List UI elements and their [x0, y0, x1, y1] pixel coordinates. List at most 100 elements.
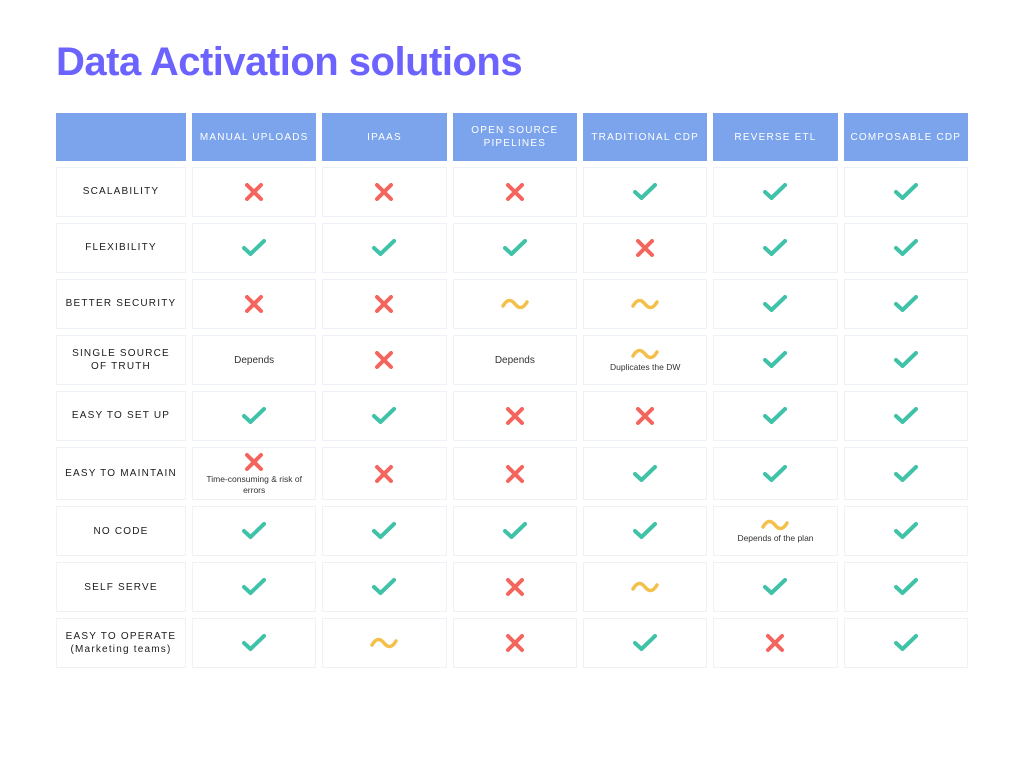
check-icon — [894, 239, 918, 257]
table-cell — [322, 618, 446, 668]
table-cell — [322, 506, 446, 556]
table-cell: Depends of the plan — [713, 506, 837, 556]
tilde-icon — [761, 519, 789, 531]
table-cell — [322, 391, 446, 441]
check-icon — [242, 239, 266, 257]
table-cell — [583, 391, 707, 441]
check-icon — [894, 295, 918, 313]
check-icon — [242, 634, 266, 652]
table-cell — [453, 223, 577, 273]
table-cell — [583, 223, 707, 273]
table-cell — [713, 562, 837, 612]
row-label: NO CODE — [56, 506, 186, 556]
check-icon — [894, 407, 918, 425]
table-cell — [713, 618, 837, 668]
row-label: EASY TO SET UP — [56, 391, 186, 441]
table-cell — [453, 562, 577, 612]
cross-icon — [374, 182, 394, 202]
table-cell — [844, 447, 968, 500]
table-cell — [322, 562, 446, 612]
check-icon — [633, 465, 657, 483]
table-cell — [713, 447, 837, 500]
table-cell — [453, 447, 577, 500]
table-cell — [844, 618, 968, 668]
table-cell — [583, 167, 707, 217]
table-cell — [844, 223, 968, 273]
check-icon — [894, 183, 918, 201]
check-icon — [894, 351, 918, 369]
row-label: EASY TO OPERATE (Marketing teams) — [56, 618, 186, 668]
check-icon — [372, 239, 396, 257]
cell-text: Depends — [234, 355, 274, 366]
cross-icon — [244, 452, 264, 472]
table-cell — [583, 506, 707, 556]
table-cell — [322, 223, 446, 273]
table-cell: Duplicates the DW — [583, 335, 707, 385]
table-cell — [844, 279, 968, 329]
table-cell — [322, 335, 446, 385]
cross-icon — [765, 633, 785, 653]
cell-note: Duplicates the DW — [610, 362, 680, 373]
check-icon — [894, 522, 918, 540]
check-icon — [372, 407, 396, 425]
table-cell — [844, 335, 968, 385]
check-icon — [763, 295, 787, 313]
cross-icon — [505, 633, 525, 653]
cell-text: Depends — [495, 355, 535, 366]
table-cell — [844, 167, 968, 217]
cross-icon — [505, 182, 525, 202]
tilde-icon — [370, 637, 398, 649]
check-icon — [763, 465, 787, 483]
row-label: SCALABILITY — [56, 167, 186, 217]
check-icon — [763, 183, 787, 201]
table-cell — [844, 562, 968, 612]
check-icon — [503, 522, 527, 540]
check-icon — [633, 183, 657, 201]
table-cell — [322, 447, 446, 500]
table-cell — [453, 391, 577, 441]
check-icon — [894, 465, 918, 483]
page-title: Data Activation solutions — [56, 40, 968, 85]
table-cell — [583, 562, 707, 612]
table-cell — [583, 447, 707, 500]
table-cell — [713, 279, 837, 329]
check-icon — [633, 634, 657, 652]
table-cell: Depends — [192, 335, 316, 385]
table-cell — [713, 335, 837, 385]
check-icon — [242, 407, 266, 425]
cross-icon — [374, 294, 394, 314]
cross-icon — [635, 238, 655, 258]
cross-icon — [244, 182, 264, 202]
table-cell — [713, 167, 837, 217]
check-icon — [763, 578, 787, 596]
check-icon — [633, 522, 657, 540]
table-cell — [844, 506, 968, 556]
check-icon — [894, 578, 918, 596]
table-cell — [713, 223, 837, 273]
table-cell: Time-consuming & risk of errors — [192, 447, 316, 500]
header-blank — [56, 113, 186, 161]
table-cell — [453, 167, 577, 217]
check-icon — [503, 239, 527, 257]
check-icon — [372, 578, 396, 596]
table-cell — [192, 562, 316, 612]
row-label: FLEXIBILITY — [56, 223, 186, 273]
cross-icon — [244, 294, 264, 314]
row-label: SINGLE SOURCE OF TRUTH — [56, 335, 186, 385]
cross-icon — [505, 406, 525, 426]
table-cell — [322, 279, 446, 329]
table-cell — [453, 618, 577, 668]
table-cell — [322, 167, 446, 217]
column-header: TRADITIONAL CDP — [583, 113, 707, 161]
cross-icon — [635, 406, 655, 426]
table-cell — [192, 279, 316, 329]
check-icon — [763, 239, 787, 257]
tilde-icon — [501, 298, 529, 310]
comparison-table: MANUAL UPLOADSIPAASOPEN SOURCE PIPELINES… — [56, 113, 968, 668]
table-cell — [192, 223, 316, 273]
table-cell — [583, 618, 707, 668]
table-cell — [844, 391, 968, 441]
column-header: IPAAS — [322, 113, 446, 161]
cell-note: Depends of the plan — [737, 533, 813, 544]
cross-icon — [374, 350, 394, 370]
